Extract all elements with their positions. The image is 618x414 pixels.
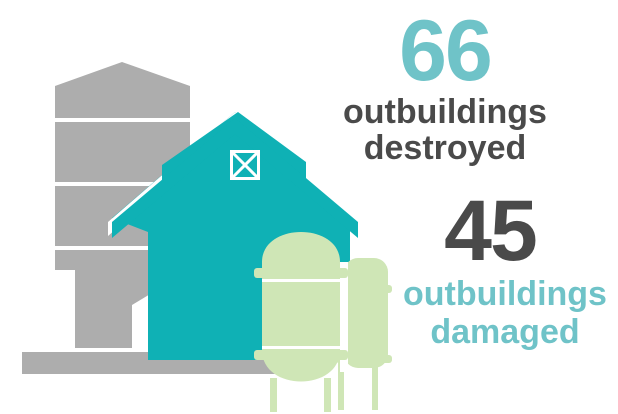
stat-damaged: 45 outbuildings damaged [395,182,615,350]
propane-tank-icon [254,232,392,412]
destroyed-label-line2: destroyed [363,129,527,167]
stat-destroyed: 66 outbuildings destroyed [330,0,560,166]
damaged-count: 45 [444,183,538,279]
damaged-label-line2: damaged [430,313,580,351]
destroyed-count: 66 [399,3,493,99]
damaged-label-line1: outbuildings [403,275,607,313]
destroyed-label-line1: outbuildings [343,93,547,131]
